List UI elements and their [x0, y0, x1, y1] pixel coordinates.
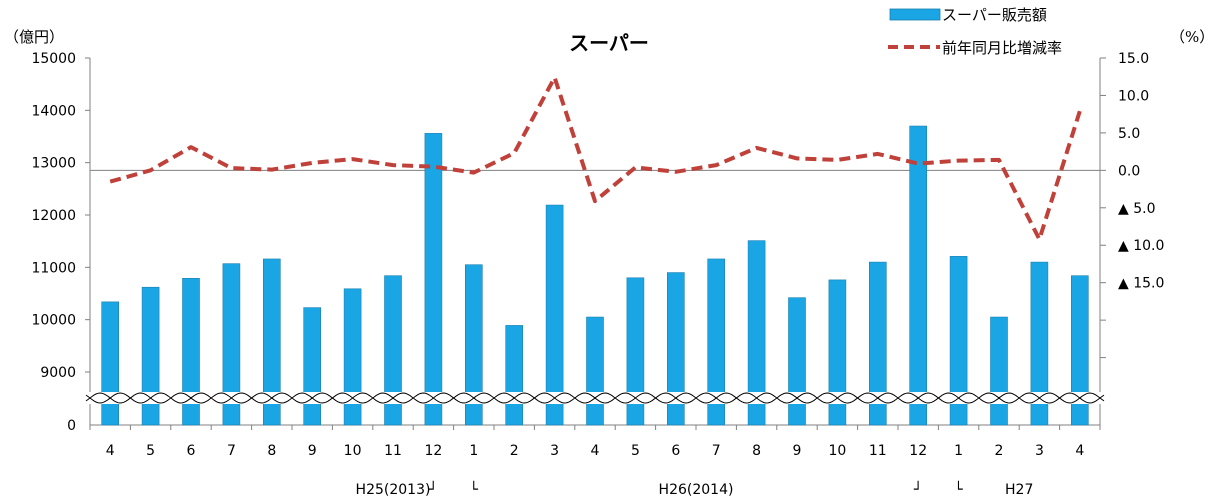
- right-tick-label: ▲ 15.0: [1118, 276, 1164, 292]
- right-axis-unit: （%）: [1170, 28, 1214, 46]
- group-label: H26(2014): [659, 482, 734, 498]
- group-label: └: [470, 481, 479, 498]
- bar-series: [101, 125, 1089, 426]
- category-label: 4: [106, 443, 115, 459]
- category-label: 7: [712, 443, 721, 459]
- category-label: 10: [828, 443, 846, 459]
- category-label: 1: [954, 443, 963, 459]
- bar: [343, 288, 362, 426]
- legend-swatch-bar: [889, 8, 941, 21]
- category-label: 9: [308, 443, 317, 459]
- right-tick-label: 0.0: [1118, 163, 1140, 179]
- group-label: H27: [1005, 482, 1033, 498]
- bar: [262, 258, 281, 426]
- group-label: H25(2013): [356, 482, 431, 498]
- category-label: 5: [146, 443, 155, 459]
- bar: [990, 316, 1008, 426]
- category-label: 10: [344, 443, 362, 459]
- chart-title: スーパー: [569, 31, 649, 55]
- bar: [424, 133, 443, 426]
- right-tick-label: ▲ 10.0: [1118, 238, 1164, 254]
- bar: [303, 307, 322, 426]
- left-tick-label: 10000: [31, 313, 76, 329]
- category-label: 4: [591, 443, 600, 459]
- left-tick-label: 11000: [31, 260, 76, 276]
- left-tick-label: 13000: [31, 156, 76, 172]
- bar: [182, 278, 200, 426]
- axis-labels: 1500014000130001200011000100009000015.01…: [31, 51, 1164, 498]
- category-label: 5: [631, 443, 640, 459]
- left-axis-unit: （億円）: [4, 28, 64, 46]
- legend-label-yoy: 前年同月比増減率: [942, 39, 1062, 57]
- bar: [586, 316, 604, 426]
- yoy-line: [109, 75, 1082, 242]
- category-label: 11: [869, 443, 887, 459]
- right-tick-label: 10.0: [1118, 88, 1149, 104]
- line-series: [109, 75, 1082, 242]
- left-tick-label: 0: [67, 418, 76, 434]
- group-label: ┘: [914, 481, 922, 498]
- bar: [384, 275, 402, 426]
- legend-label-sales: スーパー販売額: [942, 6, 1047, 24]
- bar: [626, 277, 645, 426]
- bar: [828, 279, 847, 426]
- bar: [545, 204, 564, 426]
- bar: [868, 261, 887, 426]
- category-label: 6: [671, 443, 680, 459]
- category-label: 12: [424, 443, 442, 459]
- right-tick-label: 5.0: [1118, 126, 1140, 142]
- bar: [707, 258, 726, 426]
- bar: [949, 256, 968, 426]
- category-label: 6: [187, 443, 196, 459]
- bar: [788, 297, 806, 426]
- bar: [1071, 275, 1089, 426]
- group-label: ┘: [429, 481, 437, 498]
- bar: [141, 286, 160, 426]
- left-tick-label: 15000: [31, 51, 76, 67]
- bar: [1030, 261, 1049, 426]
- category-label: 2: [995, 443, 1004, 459]
- bar: [101, 301, 119, 426]
- category-label: 8: [267, 443, 276, 459]
- left-tick-label: 9000: [40, 365, 76, 381]
- category-label: 7: [227, 443, 236, 459]
- category-label: 1: [469, 443, 478, 459]
- category-label: 4: [1075, 443, 1084, 459]
- legend: スーパー販売額 前年同月比増減率: [888, 6, 1062, 57]
- category-label: 9: [793, 443, 802, 459]
- right-tick-label: 15.0: [1118, 51, 1149, 67]
- bar: [222, 263, 241, 426]
- left-tick-label: 12000: [31, 208, 76, 224]
- bar: [505, 325, 524, 426]
- bar: [747, 240, 766, 426]
- right-tick-label: ▲ 5.0: [1118, 201, 1155, 217]
- group-label: └: [954, 481, 963, 498]
- bar: [464, 264, 483, 426]
- category-label: 11: [384, 443, 402, 459]
- left-tick-label: 14000: [31, 103, 76, 119]
- bar: [909, 125, 928, 426]
- category-label: 2: [510, 443, 519, 459]
- category-label: 8: [752, 443, 761, 459]
- category-label: 12: [909, 443, 927, 459]
- break-wave: [85, 392, 1105, 404]
- bar: [666, 272, 685, 426]
- category-label: 3: [1035, 443, 1044, 459]
- axis-break-mark: [84, 392, 1106, 404]
- category-label: 3: [550, 443, 559, 459]
